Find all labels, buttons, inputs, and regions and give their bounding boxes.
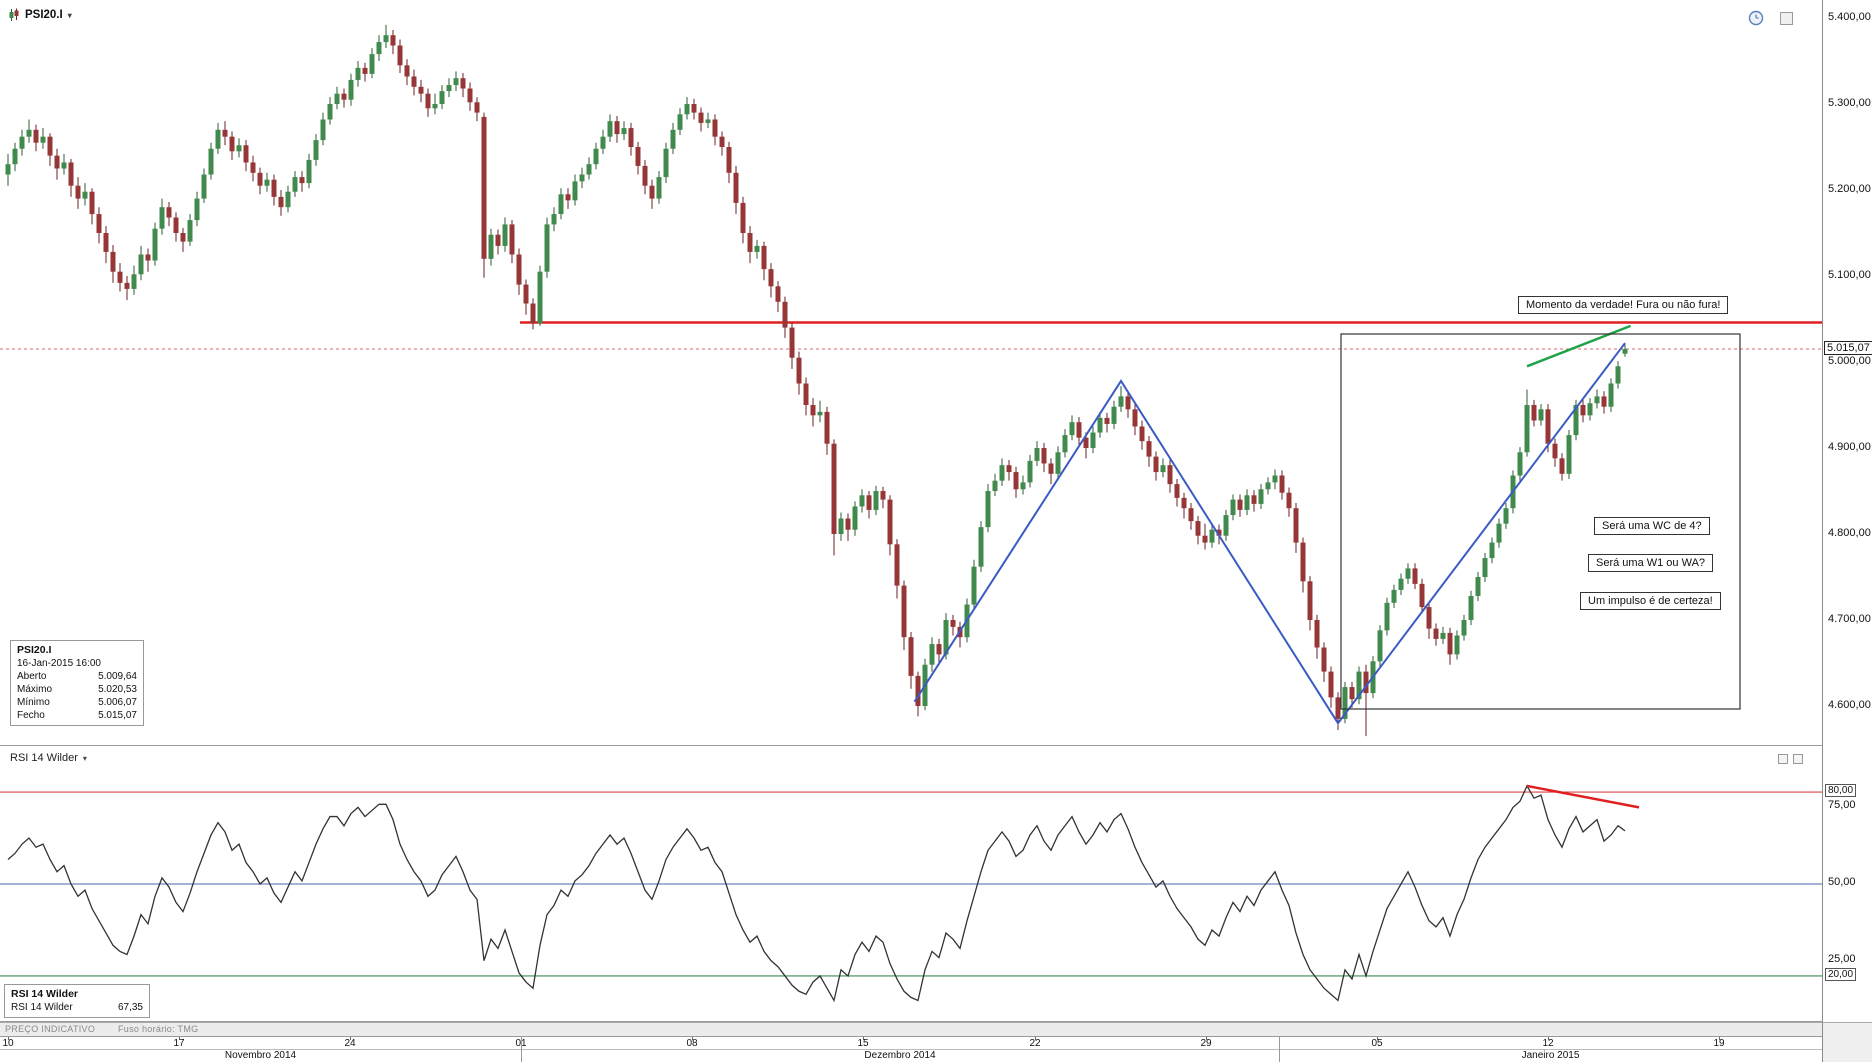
price-axis-label: 4.800,00 [1828, 527, 1871, 539]
panel-divider-bottom [0, 1021, 1872, 1022]
date-tick-label: 08 [686, 1038, 698, 1049]
rsi-label: RSI 14 Wilder [10, 752, 78, 764]
date-tick [1206, 1037, 1207, 1040]
annotation-w1[interactable]: Será uma W1 ou WA? [1588, 554, 1714, 572]
date-tick [1548, 1037, 1549, 1040]
chevron-down-icon: ▾ [67, 10, 72, 20]
date-tick-label: 19 [1713, 1038, 1725, 1049]
blue-zigzag-trendline [913, 342, 1626, 725]
chart-toolbar [1748, 10, 1793, 26]
price-axis[interactable]: 5.400,00 5.300,00 5.200,00 5.100,00 5.000,00… [1822, 0, 1872, 1022]
annotation-momento[interactable]: Momento da verdade! Fura ou não fura! [1518, 296, 1729, 314]
price-axis-label: 4.700,00 [1828, 613, 1871, 625]
instrument-label: PSI20.I [25, 9, 63, 21]
chevron-down-icon: ▾ [82, 753, 87, 763]
date-tick-label: 24 [344, 1038, 356, 1049]
date-tick [1035, 1037, 1036, 1040]
rsi-red-trendline [1526, 784, 1640, 809]
green-trendline [1526, 324, 1632, 368]
date-axis[interactable]: 1017240108152229051219 [0, 1036, 1822, 1049]
close-icon[interactable] [1793, 754, 1803, 764]
rsi-axis-label: 80,00 [1825, 784, 1857, 798]
month-label: Novembro 2014 [224, 1050, 297, 1061]
date-tick-label: 05 [1371, 1038, 1383, 1049]
annotation-impulso[interactable]: Um impulso é de certeza! [1580, 592, 1721, 610]
axis-corner [1822, 1022, 1872, 1062]
info-row-open: Aberto 5.009,64 [17, 671, 137, 682]
rsi-info-title: RSI 14 Wilder [11, 988, 79, 1000]
month-label: Janeiro 2015 [1521, 1050, 1580, 1061]
date-tick [863, 1037, 864, 1040]
date-tick [692, 1037, 693, 1040]
candles [5, 24, 1628, 737]
date-tick [1719, 1037, 1720, 1040]
rsi-panel-buttons [1778, 754, 1803, 764]
date-tick [8, 1037, 9, 1040]
rsi-info-row: RSI 14 Wilder 67,35 [11, 1002, 143, 1013]
instrument-selector[interactable]: PSI20.I ▾ [8, 8, 72, 22]
info-row-low: Mínimo 5.006,07 [17, 697, 137, 708]
rsi-axis-label: 50,00 [1828, 876, 1856, 888]
date-tick-label: 22 [1029, 1038, 1041, 1049]
info-datetime: 16-Jan-2015 16:00 [17, 658, 101, 669]
rsi-line [7, 784, 1626, 1003]
annotation-wc[interactable]: Será uma WC de 4? [1594, 517, 1710, 535]
price-axis-label: 5.200,00 [1828, 183, 1871, 195]
price-axis-label: 5.300,00 [1828, 97, 1871, 109]
status-price-indicative: PREÇO INDICATIVO [5, 1024, 96, 1034]
analysis-rectangle [1340, 333, 1741, 710]
month-separator [1279, 1036, 1280, 1062]
clock-icon[interactable] [1748, 10, 1764, 26]
rsi-info-box: RSI 14 Wilder RSI 14 Wilder 67,35 [4, 984, 150, 1018]
current-price-badge: 5.015,07 [1824, 341, 1872, 356]
date-tick [350, 1037, 351, 1040]
date-tick-label: 15 [857, 1038, 869, 1049]
price-axis-label: 5.000,00 [1828, 355, 1871, 367]
status-timezone: Fuso horário: TMG [117, 1024, 199, 1034]
maximize-icon[interactable] [1778, 754, 1788, 764]
status-bar: PREÇO INDICATIVO Fuso horário: TMG [0, 1022, 1822, 1036]
price-axis-label: 5.400,00 [1828, 11, 1871, 23]
ohlc-info-box: PSI20.I 16-Jan-2015 16:00 Aberto 5.009,64… [10, 640, 144, 726]
date-tick-label: 17 [173, 1038, 185, 1049]
month-label: Dezembro 2014 [864, 1050, 936, 1061]
rsi-axis-label: 75,00 [1828, 799, 1856, 812]
price-chart-canvas[interactable] [0, 0, 1822, 746]
date-tick-label: 12 [1542, 1038, 1554, 1049]
info-title: PSI20.I [17, 644, 52, 656]
price-axis-label: 4.600,00 [1828, 699, 1871, 711]
date-tick [1377, 1037, 1378, 1040]
rsi-axis-label: 25,00 [1828, 952, 1856, 965]
rsi-indicator-selector[interactable]: RSI 14 Wilder ▾ [10, 752, 87, 764]
date-tick-label: 10 [2, 1038, 14, 1049]
info-row-close: Fecho 5.015,07 [17, 710, 137, 721]
panel-divider[interactable] [0, 745, 1872, 746]
rsi-axis-label: 20,00 [1825, 967, 1857, 981]
info-row-high: Máximo 5.020,53 [17, 684, 137, 695]
month-separator [521, 1036, 522, 1062]
candlestick-icon [9, 8, 19, 21]
month-axis: Novembro 2014 Dezembro 2014 Janeiro 2015 [0, 1049, 1822, 1062]
price-axis-label: 4.900,00 [1828, 441, 1871, 453]
rsi-chart-canvas[interactable] [0, 746, 1822, 1022]
price-axis-label: 5.100,00 [1828, 269, 1871, 281]
window-icon[interactable] [1780, 11, 1793, 25]
date-tick-label: 29 [1200, 1038, 1212, 1049]
date-tick [179, 1037, 180, 1040]
